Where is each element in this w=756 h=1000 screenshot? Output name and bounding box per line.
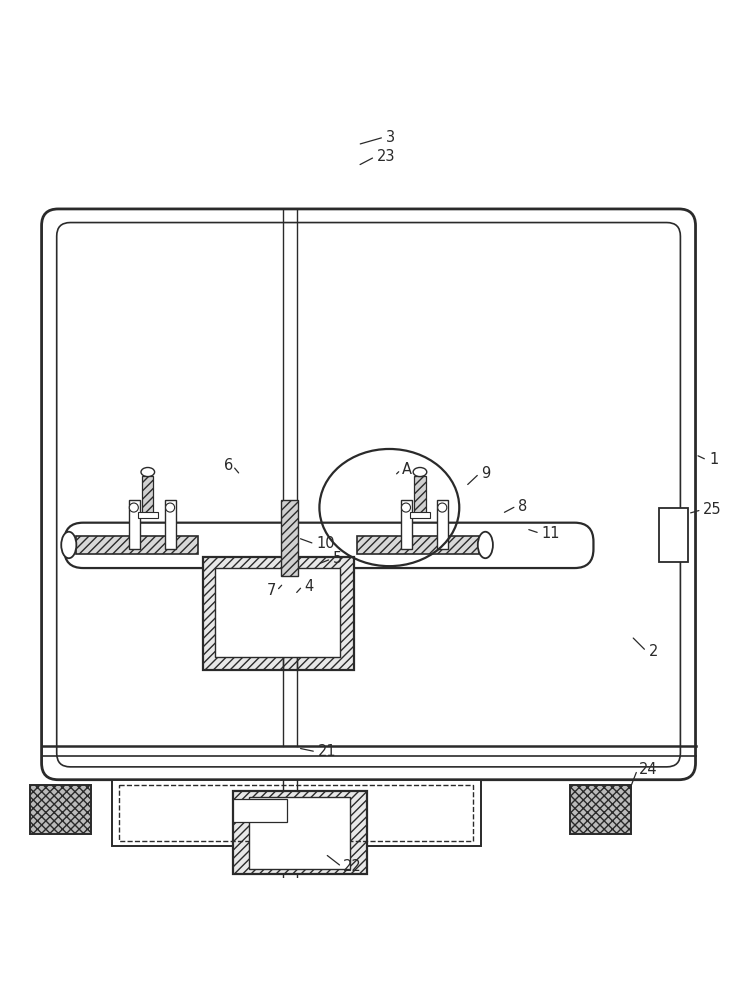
Bar <box>233 791 367 874</box>
Bar <box>203 557 354 670</box>
Bar <box>129 500 140 549</box>
FancyBboxPatch shape <box>42 209 696 780</box>
FancyBboxPatch shape <box>64 523 593 568</box>
Text: 5: 5 <box>333 551 342 566</box>
Bar <box>112 780 481 846</box>
Text: 3: 3 <box>386 130 395 145</box>
Ellipse shape <box>413 467 426 477</box>
Text: 2: 2 <box>649 644 658 659</box>
Text: 24: 24 <box>639 762 658 777</box>
Bar <box>570 785 631 834</box>
Bar <box>76 536 198 554</box>
Bar <box>249 797 350 869</box>
Bar <box>357 536 479 554</box>
Bar <box>165 500 176 549</box>
Ellipse shape <box>61 532 76 558</box>
Circle shape <box>438 503 447 512</box>
Bar <box>119 785 473 841</box>
Bar <box>138 512 158 518</box>
Bar <box>410 512 430 518</box>
Bar <box>659 508 688 562</box>
Text: 6: 6 <box>224 458 233 473</box>
Text: 23: 23 <box>376 149 395 164</box>
Polygon shape <box>283 526 297 559</box>
Ellipse shape <box>478 532 493 558</box>
Bar <box>215 568 340 657</box>
Text: 10: 10 <box>316 536 335 551</box>
Circle shape <box>401 503 411 512</box>
Text: 1: 1 <box>709 452 718 467</box>
Text: 25: 25 <box>703 502 722 517</box>
Text: 11: 11 <box>541 526 559 541</box>
Text: 4: 4 <box>304 579 313 594</box>
Bar <box>414 476 426 514</box>
Bar <box>233 799 287 822</box>
Bar <box>142 476 153 514</box>
Circle shape <box>129 503 138 512</box>
Text: 22: 22 <box>343 859 362 874</box>
Bar <box>281 500 298 576</box>
Bar <box>283 526 297 557</box>
Ellipse shape <box>141 467 154 477</box>
Bar <box>437 500 448 549</box>
Text: 8: 8 <box>518 499 527 514</box>
Bar <box>30 785 91 834</box>
Text: A: A <box>401 462 411 477</box>
Circle shape <box>166 503 175 512</box>
Bar <box>401 500 412 549</box>
Text: 7: 7 <box>267 583 276 598</box>
Text: 9: 9 <box>481 466 490 481</box>
Text: 21: 21 <box>318 744 336 759</box>
